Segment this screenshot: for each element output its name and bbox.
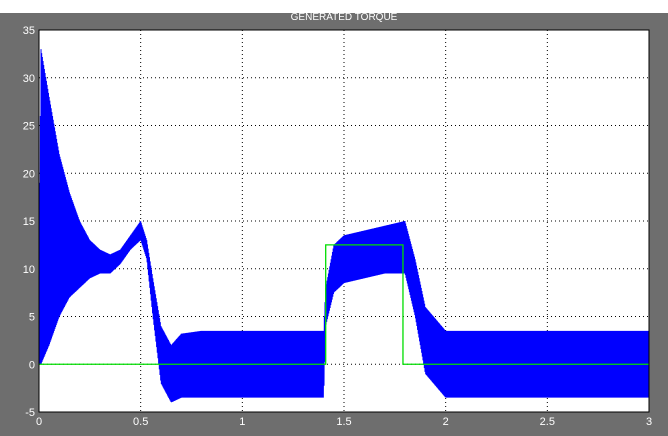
x-tick-label: 3 (646, 416, 652, 428)
y-tick-label: 0 (29, 359, 35, 371)
figure-caption (0, 0, 668, 13)
y-tick-label: -5 (25, 407, 35, 419)
x-tick-label: 0 (36, 416, 42, 428)
y-tick-label: 10 (23, 264, 35, 276)
load-torque-series-line (39, 244, 649, 365)
x-tick-label: 2.5 (540, 416, 555, 428)
y-tick-label: 20 (23, 168, 35, 180)
y-tick-label: 35 (23, 25, 35, 37)
x-tick-label: 2 (443, 416, 449, 428)
plot-frame (38, 29, 650, 413)
y-tick-label: 30 (23, 73, 35, 85)
x-tick-label: 0.5 (133, 416, 148, 428)
y-tick-label: 25 (23, 121, 35, 133)
x-tick-label: 1.5 (336, 416, 351, 428)
y-tick-label: 15 (23, 216, 35, 228)
x-tick-label: 1 (239, 416, 245, 428)
y-tick-label: 5 (29, 312, 35, 324)
chart-title: GENERATED TORQUE (291, 12, 398, 23)
torque-series-line (39, 49, 649, 403)
